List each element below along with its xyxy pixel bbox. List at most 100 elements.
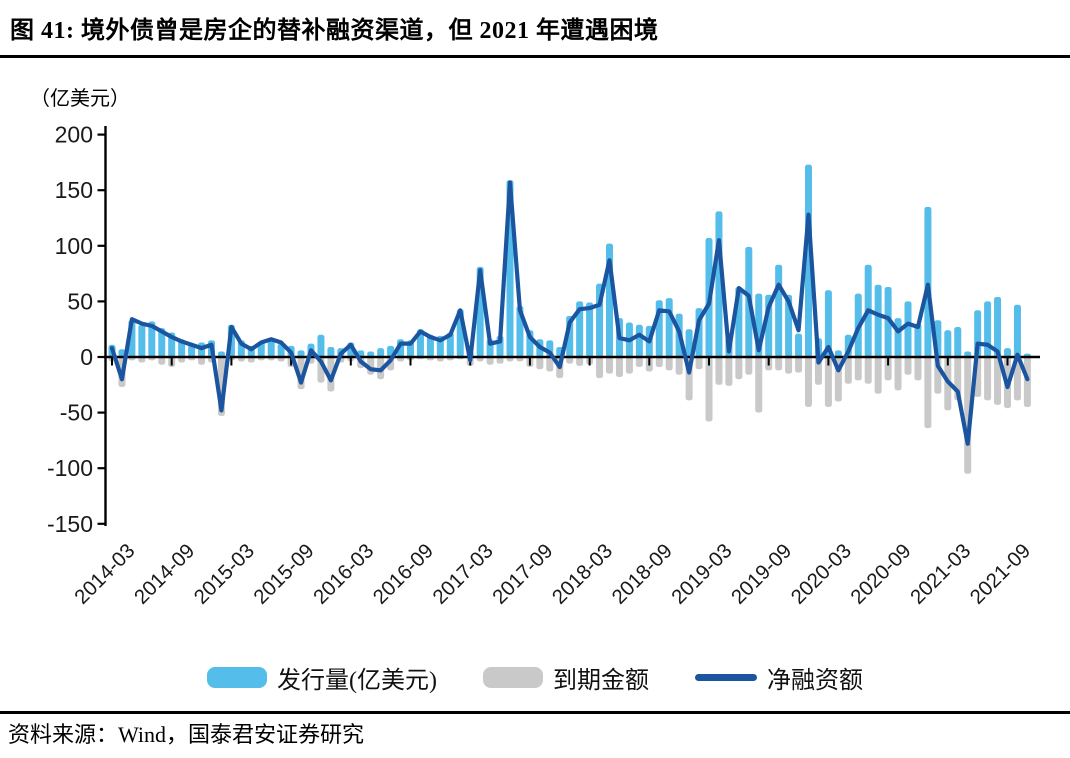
issuance-bar xyxy=(994,296,1002,357)
x-tick-label: 2017-09 xyxy=(488,539,557,608)
issuance-bar xyxy=(665,298,673,357)
source-note: 资料来源：Wind，国泰君安证券研究 xyxy=(8,722,364,747)
issuance-bar xyxy=(954,326,962,357)
maturity-bar xyxy=(536,357,544,370)
issuance-bar xyxy=(1013,304,1021,357)
maturity-bar xyxy=(884,357,892,381)
maturity-bar xyxy=(805,357,812,408)
maturity-bar xyxy=(904,357,912,375)
maturity-bar xyxy=(795,357,803,373)
issuance-bar xyxy=(586,302,594,357)
maturity-bar xyxy=(874,357,882,394)
x-tick-label: 2016-09 xyxy=(369,539,438,608)
x-tick-label: 2020-03 xyxy=(786,539,855,608)
maturity-bar xyxy=(665,357,673,371)
legend-item-issuance: 发行量(亿美元) xyxy=(207,660,437,695)
maturity-bar xyxy=(725,357,733,386)
issuance-bar xyxy=(685,329,693,357)
y-tick-label: 150 xyxy=(55,177,93,203)
issuance-bar xyxy=(884,286,892,357)
issuance-bar xyxy=(964,351,972,357)
issuance-bar xyxy=(914,323,922,357)
x-tick-label: 2021-03 xyxy=(906,539,975,608)
maturity-bar xyxy=(1013,357,1021,401)
x-tick-label: 2015-03 xyxy=(189,539,258,608)
legend-item-maturity: 到期金额 xyxy=(482,660,649,695)
chart-svg: 200150100500-50-100-1502014-032014-09201… xyxy=(47,122,1040,609)
issuance-bar xyxy=(576,301,584,357)
maturity-bar xyxy=(596,357,604,379)
issuance-bar xyxy=(188,344,196,357)
x-tick-label: 2014-09 xyxy=(130,539,199,608)
maturity-bar xyxy=(615,357,623,378)
maturity-bar xyxy=(864,357,872,384)
maturity-bar xyxy=(994,357,1002,405)
maturity-bar xyxy=(854,357,862,381)
maturity-bar xyxy=(158,357,166,365)
maturity-swatch-icon xyxy=(482,667,543,688)
maturity-bar xyxy=(914,357,922,381)
title-divider xyxy=(0,55,1070,58)
maturity-bar xyxy=(924,357,932,429)
issuance-bar xyxy=(267,338,275,357)
issuance-bar xyxy=(904,301,912,357)
issuance-bar xyxy=(635,324,643,357)
issuance-bar xyxy=(118,349,126,357)
issuance-bar xyxy=(377,348,385,357)
net-line xyxy=(109,180,1030,446)
maturity-bar xyxy=(655,357,663,368)
maturity-bar xyxy=(824,357,832,408)
maturity-bar xyxy=(576,357,584,366)
footer-divider xyxy=(0,711,1070,714)
issuance-bar xyxy=(795,333,803,357)
legend-item-net: 净融资额 xyxy=(694,660,863,695)
y-tick-label: 50 xyxy=(67,288,93,314)
issuance-bar xyxy=(944,330,952,357)
legend-label: 发行量(亿美元) xyxy=(277,668,437,694)
maturity-bar xyxy=(844,357,852,384)
issuance-bar xyxy=(158,328,166,357)
maturity-bar xyxy=(755,357,763,413)
issuance-bar xyxy=(148,321,156,357)
maturity-bar xyxy=(735,357,743,380)
maturity-bar xyxy=(625,357,633,374)
y-tick-label: 100 xyxy=(55,233,93,259)
issuance-bar xyxy=(805,164,812,357)
x-tick-label: 2019-09 xyxy=(727,539,796,608)
maturity-bar xyxy=(745,357,753,375)
y-tick-label: 0 xyxy=(80,344,93,370)
maturity-bar xyxy=(814,357,822,385)
issuance-swatch-icon xyxy=(207,667,267,688)
issuance-bar xyxy=(775,264,783,357)
maturity-bar xyxy=(606,357,613,374)
maturity-bar xyxy=(198,357,206,365)
issuance-bar xyxy=(327,346,335,357)
legend-label: 净融资额 xyxy=(766,668,863,694)
maturity-bar xyxy=(1023,357,1031,408)
maturity-bar xyxy=(635,357,643,368)
maturity-bar xyxy=(984,357,992,401)
net-line-swatch-icon xyxy=(694,674,757,681)
x-tick-label: 2015-09 xyxy=(249,539,318,608)
maturity-bar xyxy=(675,357,683,375)
x-tick-label: 2021-09 xyxy=(966,539,1035,608)
x-tick-label: 2016-03 xyxy=(309,539,378,608)
maturity-bar xyxy=(178,357,186,363)
issuance-bar xyxy=(834,350,842,357)
maturity-bar xyxy=(695,357,703,370)
issuance-bar xyxy=(217,351,225,357)
figure-title: 图 41: 境外债曾是房企的替补融资渠道，但 2021 年遭遇困境 xyxy=(10,18,659,44)
issuance-bar xyxy=(446,332,454,357)
x-tick-label: 2020-09 xyxy=(846,539,915,608)
maturity-bar xyxy=(775,357,783,371)
x-tick-label: 2014-03 xyxy=(70,539,139,608)
y-axis-unit-label: （亿美元） xyxy=(30,88,130,110)
y-tick-label: -100 xyxy=(47,455,93,481)
maturity-bar xyxy=(327,357,335,392)
issuance-bar xyxy=(367,351,375,357)
maturity-bar xyxy=(486,357,494,365)
x-tick-label: 2017-03 xyxy=(428,539,497,608)
legend-label: 到期金额 xyxy=(552,668,649,694)
issuance-bar xyxy=(874,284,882,357)
maturity-bar xyxy=(496,357,504,364)
